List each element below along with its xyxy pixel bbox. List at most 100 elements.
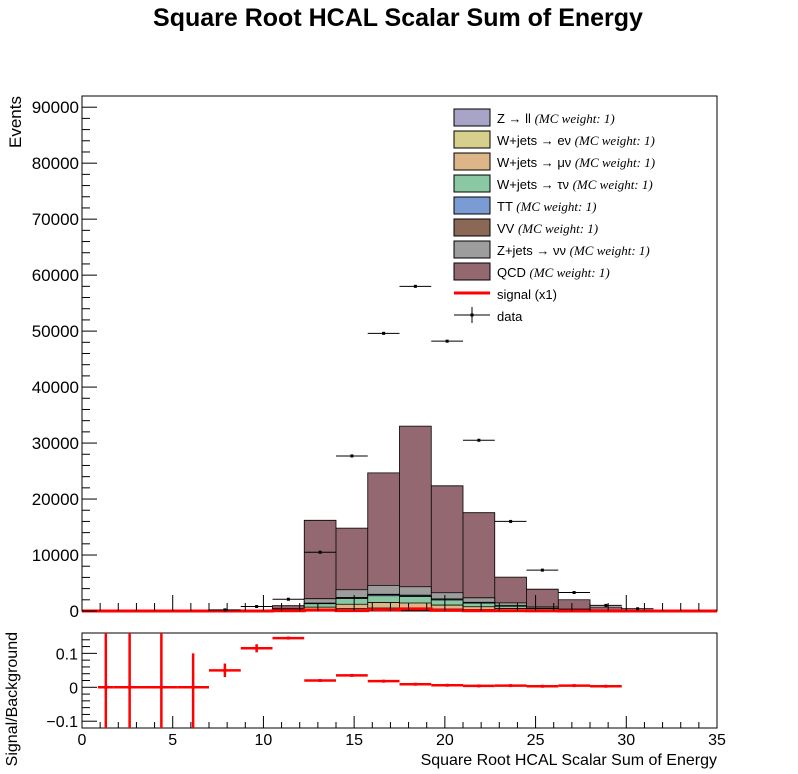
ratio-point-marker (413, 682, 417, 686)
legend-label: data (497, 309, 523, 324)
data-point (399, 284, 432, 288)
ratio-point-marker (509, 684, 513, 688)
legend-entry: VV (MC weight: 1) (453, 218, 598, 237)
data-point (367, 331, 400, 335)
legend-entry: W+jets → μν (MC weight: 1) (453, 152, 655, 171)
y-axis-label: Events (6, 96, 25, 148)
x-tick-label: 25 (527, 732, 545, 749)
ratio-point-marker (572, 684, 576, 688)
data-point-marker (255, 605, 259, 609)
data-point (272, 597, 305, 601)
ratio-point (177, 653, 209, 728)
ratio-point-marker (350, 673, 354, 677)
ratio-point (431, 683, 463, 687)
x-tick-label: 35 (708, 732, 726, 749)
legend-entry: data (454, 307, 523, 324)
ratio-plot: −0.100.10 5 10 15 20 25 30 35 (46, 632, 726, 749)
legend: Z → ll (MC weight: 1) W+jets → eν (MC wei… (453, 108, 655, 324)
legend-swatch (453, 218, 491, 237)
y-tick-label: 50000 (32, 322, 79, 341)
data-point-marker (509, 519, 513, 523)
legend-label: Z → ll (MC weight: 1) (497, 111, 615, 126)
x-tick-label: 15 (345, 732, 363, 749)
data-point-marker (477, 438, 481, 442)
data-point (526, 568, 559, 572)
y-tick-label: 60000 (32, 266, 79, 285)
y-tick-label: 0 (70, 602, 79, 621)
y-tick-label: 80000 (32, 154, 79, 173)
ratio-point (209, 663, 241, 678)
ratio-y-tick-label: −0.1 (46, 714, 78, 731)
chart-title: Square Root HCAL Scalar Sum of Energy (153, 4, 643, 32)
ratio-point-marker (104, 685, 108, 689)
ratio-y-tick-label: 0 (69, 680, 78, 697)
legend-entry: Z+jets → νν (MC weight: 1) (453, 240, 650, 259)
legend-swatch (453, 152, 491, 171)
legend-swatch (453, 130, 491, 149)
x-tick-label: 10 (255, 732, 273, 749)
ratio-point (272, 636, 305, 640)
ratio-point-marker (128, 685, 132, 689)
legend-swatch (453, 240, 491, 259)
ratio-point-marker (191, 685, 195, 689)
y-tick-label: 30000 (32, 434, 79, 453)
data-point (431, 339, 463, 343)
data-point (463, 438, 495, 442)
data-point (304, 550, 336, 554)
data-point (209, 608, 241, 612)
ratio-point (494, 684, 527, 688)
main-plot: 0 10000 20000 30000 40000 50000 60000 70000 8000… (32, 95, 718, 621)
legend-swatch-marker (470, 313, 474, 317)
y-tick-label: 40000 (32, 378, 79, 397)
stack-qcd (240, 425, 654, 612)
x-tick-label: 20 (436, 732, 454, 749)
legend-entry: signal (x1) (454, 287, 557, 302)
ratio-point (526, 684, 559, 688)
data-point-marker (318, 550, 322, 554)
x-tick-label: 30 (617, 732, 635, 749)
legend-label: signal (x1) (497, 287, 557, 302)
ratio-point-marker (255, 646, 259, 650)
x-tick-label: 5 (168, 732, 177, 749)
ratio-point (240, 644, 273, 653)
y-tick-label: 70000 (32, 210, 79, 229)
legend-entry: W+jets → eν (MC weight: 1) (453, 130, 655, 149)
legend-label: TT (MC weight: 1) (497, 199, 596, 214)
data-point-marker (350, 454, 354, 458)
data-point-marker (223, 608, 227, 612)
data-point (621, 607, 654, 611)
ratio-point-marker (286, 636, 290, 640)
ratio-y-axis-label: Signal/Background (4, 632, 21, 766)
ratio-point (367, 679, 400, 683)
legend-entry: QCD (MC weight: 1) (453, 262, 610, 281)
ratio-point-marker (604, 684, 608, 688)
ratio-point-marker (540, 684, 544, 688)
legend-label: Z+jets → νν (MC weight: 1) (497, 243, 650, 258)
data-point (558, 591, 590, 595)
ratio-point-marker (223, 668, 227, 672)
data-point-marker (382, 331, 386, 335)
legend-swatch (453, 262, 491, 281)
ratio-point (399, 682, 432, 686)
ratio-point (558, 684, 590, 688)
legend-swatch (453, 196, 491, 215)
ratio-point (463, 684, 495, 688)
data-point-marker (445, 339, 449, 343)
data-point-marker (413, 284, 417, 288)
ratio-point-marker (382, 679, 386, 683)
ratio-y-tick-label: 0.1 (56, 646, 78, 663)
data-point-marker (636, 607, 640, 611)
ratio-point-marker (159, 685, 163, 689)
ratio-point-marker (445, 683, 449, 687)
data-point-marker (540, 568, 544, 572)
legend-entry: Z → ll (MC weight: 1) (453, 108, 615, 127)
y-tick-label: 20000 (32, 490, 79, 509)
ratio-point-marker (318, 679, 322, 682)
ratio-point (145, 633, 178, 728)
data-point (590, 603, 622, 607)
legend-label: W+jets → μν (MC weight: 1) (497, 155, 655, 170)
data-point (336, 454, 368, 458)
data-point (240, 605, 273, 609)
signal-line (82, 607, 717, 613)
